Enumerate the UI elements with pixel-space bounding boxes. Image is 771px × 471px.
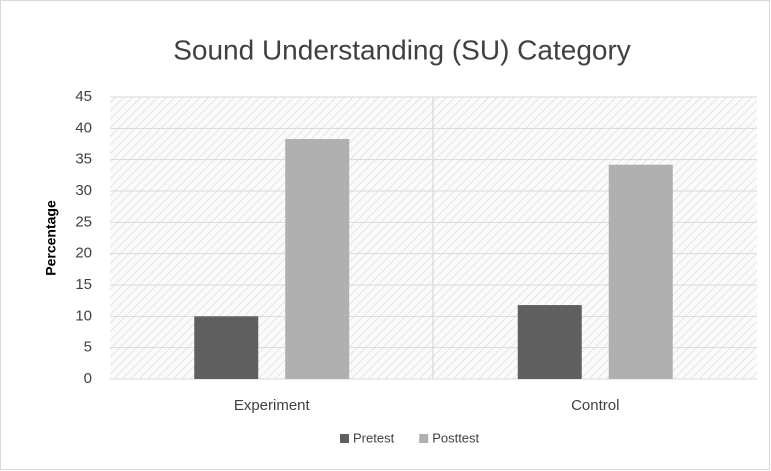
y-axis-label: Percentage [43,200,59,276]
legend-label: Pretest [353,430,395,445]
bar [608,164,673,379]
legend-swatch [340,434,349,443]
y-tick-label: 0 [84,370,92,387]
legend-label: Posttest [432,430,479,445]
bar [517,305,582,379]
bar [285,138,350,379]
y-tick-label: 45 [75,88,92,105]
bar [194,316,259,379]
y-tick-label: 5 [84,339,92,356]
x-tick-label: Experiment [234,397,311,414]
y-tick-label: 35 [75,151,92,168]
y-tick-label: 30 [75,182,92,199]
y-tick-label: 25 [75,213,92,230]
y-tick-label: 10 [75,307,92,324]
y-tick-label: 20 [75,245,92,262]
y-tick-label: 15 [75,276,92,293]
x-tick-label: Control [571,397,619,414]
legend-swatch [419,434,429,443]
chart-title: Sound Understanding (SU) Category [173,34,631,65]
y-tick-label: 40 [75,119,92,136]
